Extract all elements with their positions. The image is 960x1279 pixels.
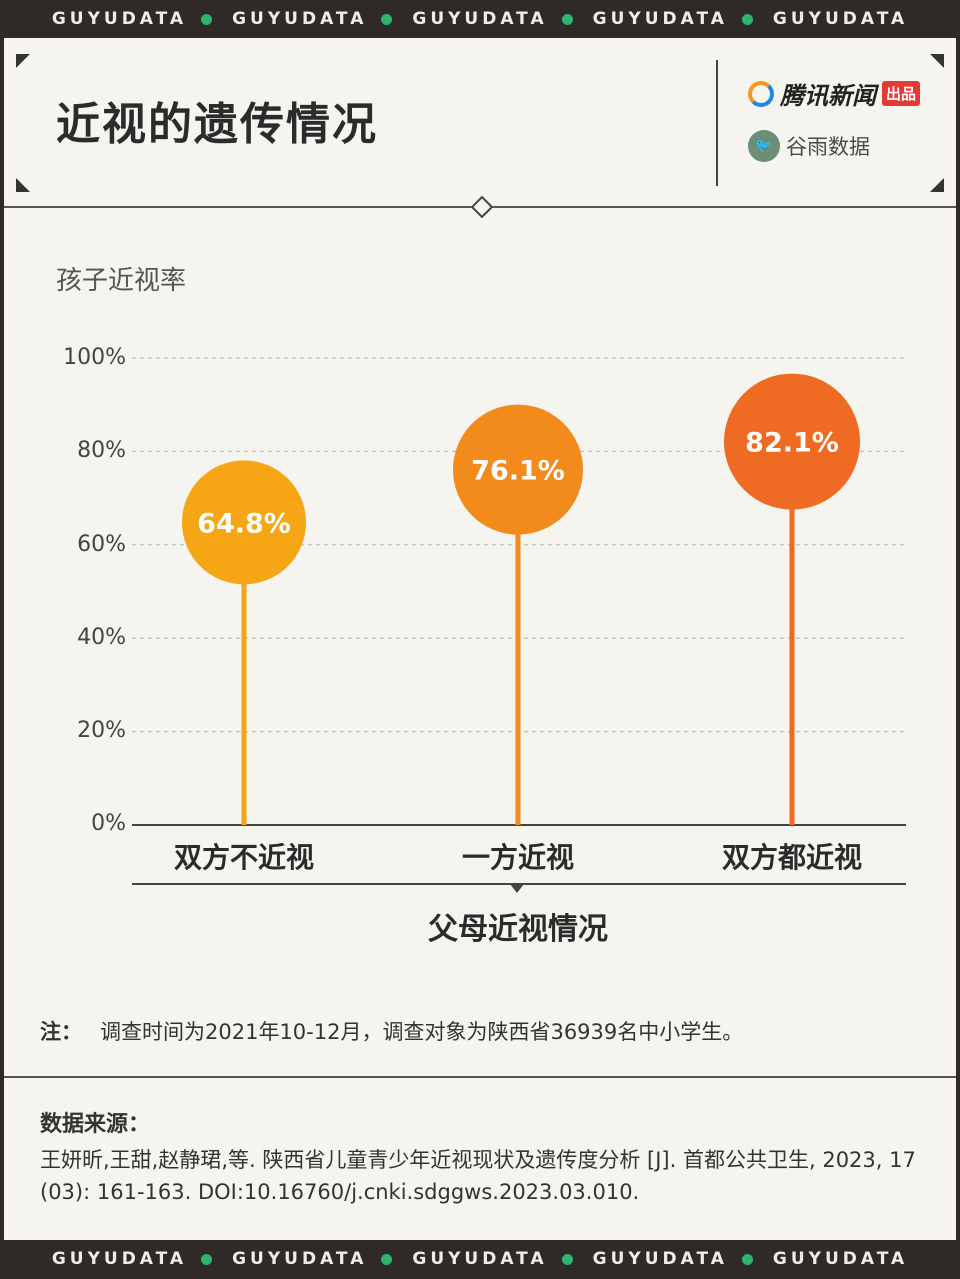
band-dot-icon [561, 13, 573, 25]
band-dot-icon [201, 1253, 213, 1265]
band-dot-icon [381, 1253, 393, 1265]
bottom-brand-band: GUYUDATA GUYUDATA GUYUDATA GUYUDATA GUYU… [0, 1240, 960, 1278]
y-axis-label: 孩子近视率 [56, 266, 187, 296]
x-axis-title: 父母近视情况 [428, 912, 608, 947]
data-label: 82.1% [745, 428, 839, 459]
page-title: 近视的遗传情况 [56, 99, 378, 150]
footnote-label: 注： [40, 1020, 82, 1044]
lollipop-head [182, 460, 306, 585]
band-text: GUYUDATA [232, 9, 368, 29]
band-text: GUYUDATA [412, 1249, 548, 1269]
band-dot-icon [561, 1253, 573, 1265]
band-text: GUYUDATA [592, 1249, 728, 1269]
tencent-news-logo-icon [748, 80, 774, 107]
lollipop-head [724, 373, 860, 510]
band-text: GUYUDATA [592, 9, 728, 29]
y-tick-label: 100% [63, 345, 126, 370]
brand-primary-name: 腾讯新闻 [780, 82, 876, 110]
source-separator [4, 1076, 956, 1078]
source-label: 数据来源： [40, 1112, 151, 1137]
y-tick-label: 40% [77, 625, 126, 650]
header-divider [716, 60, 718, 186]
corner-mark-icon [930, 54, 944, 68]
band-text: GUYUDATA [51, 9, 188, 29]
guyu-data-brand: 🐦 谷雨数据 [748, 130, 870, 162]
band-text: GUYUDATA [772, 1249, 909, 1269]
lollipop-head [453, 404, 583, 535]
y-tick-label: 20% [77, 718, 126, 743]
corner-mark-icon [16, 54, 30, 68]
top-brand-band: GUYUDATA GUYUDATA GUYUDATA GUYUDATA GUYU… [0, 0, 960, 38]
x-category-label: 双方都近视 [721, 841, 862, 874]
brand-secondary-name: 谷雨数据 [786, 135, 870, 159]
footnote: 注： 调查时间为2021年10-12月，调查对象为陕西省36939名中小学生。 [40, 1016, 743, 1046]
data-label: 76.1% [471, 456, 565, 487]
band-text: GUYUDATA [51, 1249, 188, 1269]
corner-mark-icon [930, 178, 944, 192]
y-tick-label: 60% [77, 532, 126, 557]
band-text: GUYUDATA [772, 9, 909, 29]
brand-tag: 出品 [882, 81, 921, 106]
band-dot-icon [741, 1253, 753, 1265]
lollipop-chart: 64.8% 76.1% 82.1% [132, 357, 906, 893]
band-dot-icon [741, 13, 753, 25]
footnote-text: 调查时间为2021年10-12月，调查对象为陕西省36939名中小学生。 [100, 1020, 744, 1044]
x-category-label: 双方不近视 [173, 841, 314, 874]
y-tick-label: 80% [77, 438, 126, 463]
band-text: GUYUDATA [412, 9, 548, 29]
band-dot-icon [201, 13, 213, 25]
x-axis-pointer-icon [510, 884, 524, 893]
corner-mark-icon [16, 178, 30, 192]
infographic-card: 近视的遗传情况 腾讯新闻 出品 🐦 谷雨数据 孩子近视率 100% 80% 60… [4, 38, 956, 1240]
guyu-bird-logo-icon: 🐦 [748, 130, 780, 162]
y-tick-label: 0% [91, 811, 126, 836]
source-citation: 王妍昕,王甜,赵静珺,等. 陕西省儿童青少年近视现状及遗传度分析 [J]. 首都… [40, 1148, 916, 1204]
band-dot-icon [381, 13, 393, 25]
tencent-news-brand: 腾讯新闻 出品 [748, 76, 921, 111]
band-text: GUYUDATA [232, 1249, 368, 1269]
data-label: 64.8% [197, 508, 291, 539]
x-category-label: 一方近视 [461, 841, 574, 874]
